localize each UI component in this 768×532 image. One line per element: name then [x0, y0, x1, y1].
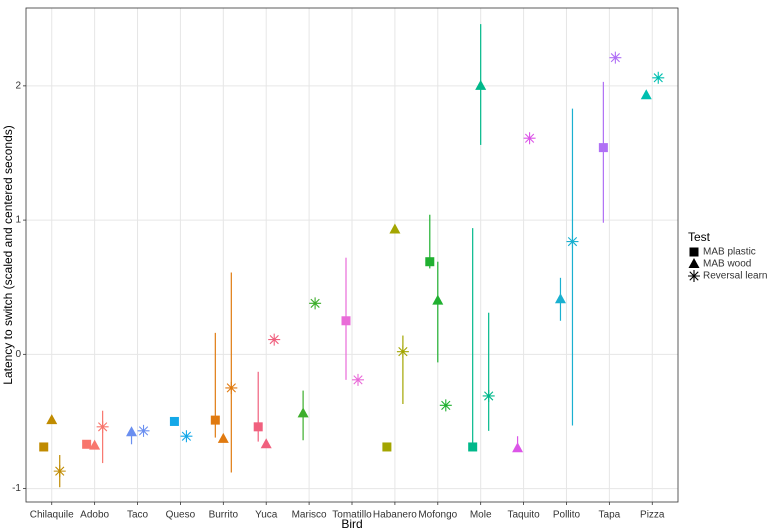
- y-axis-title: Latency to switch (scaled and centered s…: [1, 125, 15, 384]
- point-asterisk: [309, 297, 322, 310]
- x-tick-label: Pollito: [553, 510, 581, 521]
- legend-key: [689, 247, 699, 257]
- point-asterisk: [53, 465, 66, 478]
- point-asterisk: [137, 424, 150, 437]
- point-triangle: [46, 414, 58, 425]
- x-tick-label: Taco: [127, 510, 149, 521]
- point-asterisk: [523, 132, 536, 145]
- y-tick-label: 2: [15, 80, 21, 91]
- point-square: [253, 422, 263, 432]
- point-asterisk: [225, 381, 238, 394]
- x-axis-title: Bird: [341, 517, 362, 531]
- y-tick-label: -1: [12, 483, 21, 494]
- point-square: [425, 257, 435, 267]
- point-triangle: [126, 426, 138, 437]
- x-tick-label: Habanero: [373, 510, 417, 521]
- point-triangle: [217, 432, 229, 443]
- point-asterisk: [482, 389, 495, 402]
- x-tick-label: Queso: [166, 510, 196, 521]
- panel-border: [25, 7, 679, 503]
- point-asterisk: [439, 399, 452, 412]
- legend-key: [688, 258, 700, 268]
- point-square: [598, 143, 608, 153]
- point-square: [341, 316, 351, 326]
- point-asterisk: [180, 430, 193, 443]
- point-square: [82, 439, 92, 449]
- point-triangle: [554, 293, 566, 304]
- point-asterisk: [396, 345, 409, 358]
- point-triangle: [389, 223, 401, 234]
- point-triangle: [89, 439, 101, 450]
- point-asterisk: [96, 420, 109, 433]
- point-triangle: [297, 407, 309, 418]
- x-tick-label: Mofongo: [418, 510, 457, 521]
- point-triangle: [432, 294, 444, 305]
- point-asterisk: [566, 235, 579, 248]
- point-square: [382, 442, 392, 452]
- point-triangle: [640, 89, 652, 100]
- x-tick-label: Adobo: [80, 510, 109, 521]
- legend-label: Reversal learning: [703, 271, 768, 282]
- point-asterisk: [652, 71, 665, 84]
- x-tick-label: Marisco: [292, 510, 327, 521]
- point-square: [468, 442, 478, 452]
- legend-key: [688, 270, 700, 282]
- x-tick-label: Chilaquile: [30, 510, 74, 521]
- x-tick-label: Tapa: [599, 510, 621, 521]
- legend-title: Test: [688, 230, 711, 244]
- point-square: [39, 442, 49, 452]
- legend-label: MAB plastic: [703, 247, 756, 258]
- point-triangle: [512, 442, 524, 453]
- x-tick-label: Mole: [470, 510, 492, 521]
- y-tick-label: 1: [15, 215, 21, 226]
- legend-label: MAB wood: [703, 259, 751, 270]
- point-triangle: [475, 79, 487, 90]
- point-square: [210, 415, 220, 425]
- x-tick-label: Yuca: [255, 510, 278, 521]
- marks: [39, 24, 665, 488]
- x-tick-label: Burrito: [209, 510, 239, 521]
- x-tick-label: Taquito: [507, 510, 540, 521]
- x-tick-label: Pizza: [640, 510, 665, 521]
- point-asterisk: [352, 373, 364, 386]
- point-triangle: [260, 438, 272, 449]
- point-square: [169, 416, 179, 426]
- point-asterisk: [268, 333, 281, 346]
- y-tick-label: 0: [15, 349, 21, 360]
- x-tick-label: Tomatillo: [332, 510, 372, 521]
- point-asterisk: [609, 51, 622, 64]
